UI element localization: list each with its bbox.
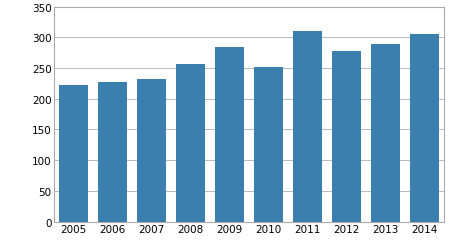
Bar	[215, 47, 244, 222]
Bar	[371, 45, 400, 222]
Bar	[59, 85, 88, 222]
Bar	[137, 80, 166, 222]
Bar	[332, 52, 361, 222]
Bar	[293, 32, 322, 222]
Bar	[98, 83, 127, 222]
Bar	[176, 65, 205, 222]
Bar	[410, 35, 439, 222]
Bar	[254, 68, 283, 222]
